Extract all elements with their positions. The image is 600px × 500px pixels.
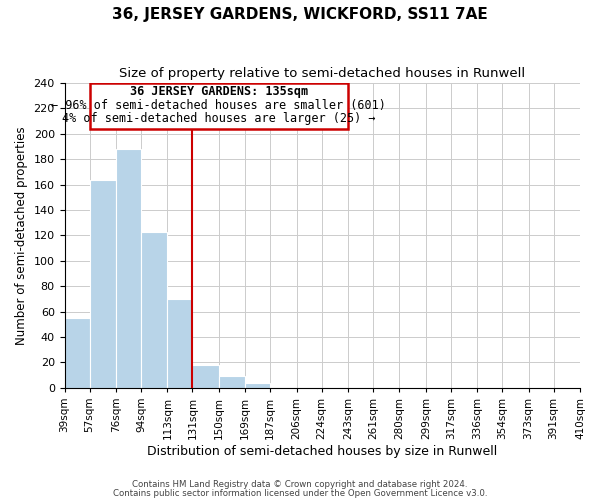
Text: Contains HM Land Registry data © Crown copyright and database right 2024.: Contains HM Land Registry data © Crown c… bbox=[132, 480, 468, 489]
Bar bbox=[219, 376, 245, 388]
Bar bbox=[167, 299, 193, 388]
Bar bbox=[193, 365, 219, 388]
X-axis label: Distribution of semi-detached houses by size in Runwell: Distribution of semi-detached houses by … bbox=[147, 444, 497, 458]
Text: Contains public sector information licensed under the Open Government Licence v3: Contains public sector information licen… bbox=[113, 488, 487, 498]
Bar bbox=[116, 149, 141, 388]
Bar bbox=[245, 382, 270, 388]
Y-axis label: Number of semi-detached properties: Number of semi-detached properties bbox=[15, 126, 28, 344]
Bar bbox=[65, 318, 89, 388]
Text: 4% of semi-detached houses are larger (25) →: 4% of semi-detached houses are larger (2… bbox=[62, 112, 376, 125]
Title: Size of property relative to semi-detached houses in Runwell: Size of property relative to semi-detach… bbox=[119, 68, 526, 80]
Bar bbox=[141, 232, 167, 388]
Bar bbox=[89, 180, 116, 388]
Text: 36 JERSEY GARDENS: 135sqm: 36 JERSEY GARDENS: 135sqm bbox=[130, 86, 308, 98]
Text: ← 96% of semi-detached houses are smaller (601): ← 96% of semi-detached houses are smalle… bbox=[52, 100, 386, 112]
Text: 36, JERSEY GARDENS, WICKFORD, SS11 7AE: 36, JERSEY GARDENS, WICKFORD, SS11 7AE bbox=[112, 8, 488, 22]
Bar bbox=[89, 83, 348, 129]
